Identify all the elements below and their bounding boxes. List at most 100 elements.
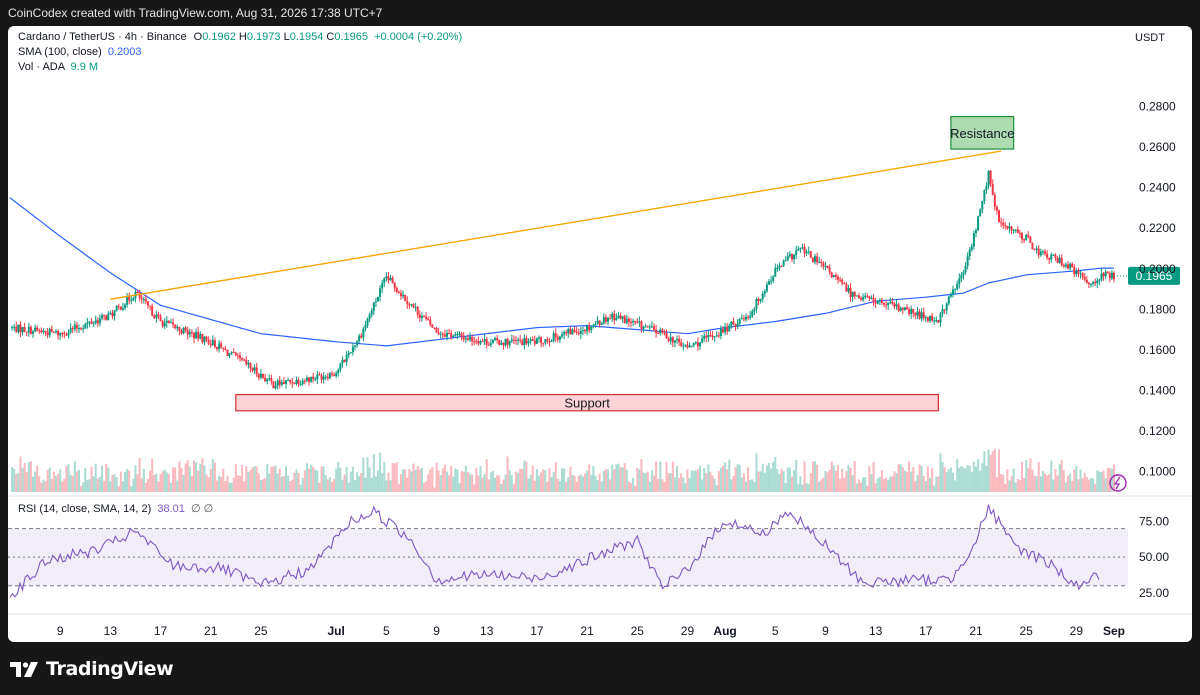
candle-body <box>138 292 141 298</box>
candle-body <box>937 320 940 323</box>
candle-body <box>1004 225 1007 227</box>
volume-bar <box>657 478 660 492</box>
candle-body <box>282 382 285 384</box>
candle-body <box>50 328 53 332</box>
volume-bar <box>753 481 756 492</box>
volume-bar <box>101 465 103 492</box>
candle-body <box>167 320 170 323</box>
rsi-legend: RSI (14, close, SMA, 14, 2) 38.01 ∅ ∅ <box>18 502 213 515</box>
volume-bar <box>705 473 708 492</box>
volume-bar <box>661 478 664 492</box>
tradingview-footer[interactable]: TradingView <box>10 655 174 683</box>
volume-bar <box>667 473 670 492</box>
candle-body <box>78 328 80 330</box>
volume-bar <box>163 469 166 492</box>
volume-bar <box>1031 469 1034 492</box>
candle-body <box>1083 276 1086 280</box>
volume-bar <box>404 469 407 492</box>
candle-body <box>613 313 616 321</box>
volume-bar <box>676 466 678 492</box>
candle-body <box>34 327 37 332</box>
volume-bar <box>981 463 984 492</box>
candle-body <box>25 331 28 333</box>
candle-body <box>253 367 256 371</box>
volume-bar <box>703 468 706 492</box>
candle-body <box>709 334 712 336</box>
candle-body <box>945 303 948 311</box>
candle-body <box>259 373 262 378</box>
candle-body <box>257 374 260 378</box>
volume-bar <box>893 471 896 492</box>
volume-bar <box>715 485 718 492</box>
volume-bar <box>1025 459 1028 492</box>
candle-body <box>956 283 959 289</box>
candle-body <box>435 327 438 333</box>
volume-bar <box>1098 471 1101 492</box>
volume-bar <box>113 474 116 492</box>
volume-bar <box>151 458 154 492</box>
volume-bar <box>1071 480 1074 492</box>
candle-body <box>287 380 290 382</box>
candle-body <box>358 335 361 342</box>
volume-bar <box>650 470 653 492</box>
volume-bar <box>903 470 906 492</box>
candle-body <box>818 261 821 263</box>
candle-body <box>847 287 850 292</box>
candle-body <box>588 325 591 331</box>
volume-bar <box>65 466 68 492</box>
volume-bar <box>918 464 921 492</box>
volume-bar <box>636 467 639 492</box>
volume-bar <box>90 466 93 492</box>
volume-bar <box>243 481 246 492</box>
volume-bar <box>828 469 831 492</box>
volume-bar <box>266 464 269 492</box>
volume-bar <box>899 464 902 492</box>
volume-bar <box>126 468 129 492</box>
candle-body <box>979 209 982 217</box>
candle-body <box>418 314 421 318</box>
volume-bar <box>897 464 900 492</box>
volume-bar <box>38 476 41 492</box>
chart-canvas[interactable]: Resistance Support 0.1965 0.2800 0.2600 0.24… <box>8 26 1192 642</box>
candle-body <box>784 259 787 261</box>
volume-bar <box>249 470 252 492</box>
volume-bar <box>11 467 14 492</box>
volume-bar <box>63 478 66 492</box>
volume-bar <box>460 471 463 492</box>
volume-bar <box>29 461 32 492</box>
volume-bar <box>462 472 465 492</box>
volume-bar <box>504 474 507 492</box>
volume-bar <box>1104 478 1107 492</box>
candle-body <box>707 334 710 338</box>
candle-body <box>21 327 24 333</box>
volume-bar <box>1060 459 1063 492</box>
candle-body <box>910 308 913 314</box>
volume-bar <box>849 467 852 492</box>
candle-body <box>993 194 996 207</box>
volume-bar <box>531 465 534 492</box>
volume-bar <box>895 473 898 492</box>
candle-body <box>1085 279 1088 283</box>
volume-bar <box>814 461 816 492</box>
time-tick-label: 21 <box>969 624 983 638</box>
candle-body <box>297 379 300 385</box>
candle-body <box>828 267 831 273</box>
chart-panel[interactable]: Resistance Support 0.1965 0.2800 0.2600 0.24… <box>8 26 1192 642</box>
volume-bar <box>270 466 273 492</box>
volume-bar <box>1096 470 1099 492</box>
candle-body <box>446 333 448 337</box>
candle-body <box>291 382 294 384</box>
time-tick-label: 5 <box>383 624 390 638</box>
volume-bar <box>878 477 881 492</box>
candle-body <box>80 328 83 330</box>
volume-bar <box>48 467 51 492</box>
candle-body <box>454 333 457 336</box>
volume-bar <box>506 456 509 492</box>
volume-bar <box>190 475 193 492</box>
candle-body <box>517 339 520 341</box>
candle-body <box>107 314 110 321</box>
rsi-flags: ∅ ∅ <box>190 503 214 515</box>
volume-bar <box>776 469 779 492</box>
volume-bar <box>793 469 796 492</box>
candle-body <box>657 332 660 334</box>
